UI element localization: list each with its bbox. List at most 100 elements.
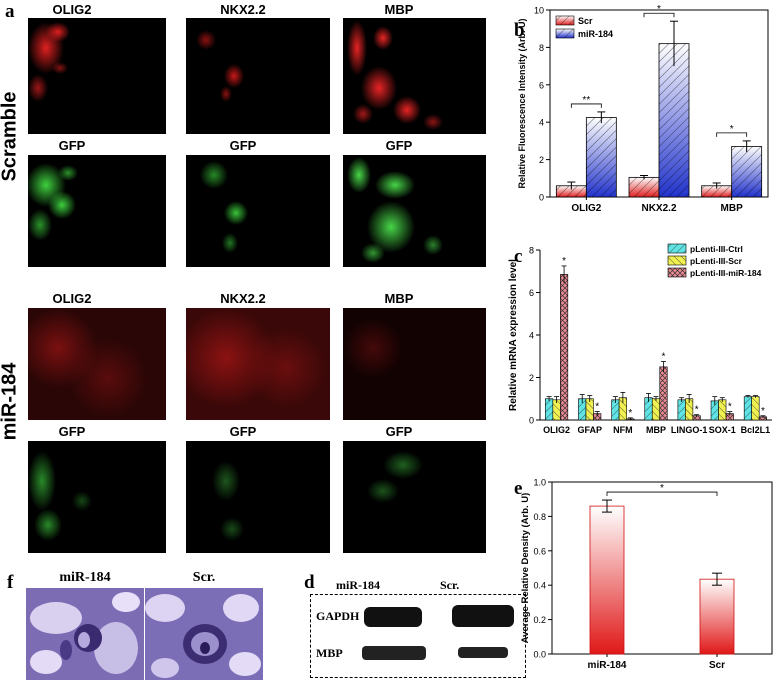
y-tick-label: 2 bbox=[529, 373, 534, 383]
channel-label: NKX2.2 bbox=[220, 291, 266, 306]
channel-label: OLIG2 bbox=[52, 2, 92, 17]
bar-hatch bbox=[629, 177, 659, 197]
significance-bracket bbox=[643, 12, 675, 18]
micrograph-scramble-gfp-3 bbox=[343, 155, 486, 267]
y-tick-label: 0.4 bbox=[533, 581, 546, 591]
row-label-scramble: Scramble bbox=[0, 91, 21, 182]
y-tick-label: 8 bbox=[529, 246, 534, 256]
channel-label: OLIG2 bbox=[52, 291, 92, 306]
bar bbox=[651, 398, 661, 421]
legend-label: pLenti-III-Scr bbox=[690, 256, 743, 266]
blot-band-mbp-scr bbox=[458, 647, 508, 658]
micrograph-mir184-olig2 bbox=[28, 308, 166, 420]
micrograph-scramble-gfp-1 bbox=[28, 155, 166, 267]
bar bbox=[751, 396, 760, 421]
western-blot-box bbox=[310, 594, 526, 678]
significance-label: * bbox=[761, 406, 765, 417]
x-tick-label: LINGO-1 bbox=[671, 425, 708, 435]
micrograph-mir184-gfp-2 bbox=[186, 441, 330, 553]
channel-label: GFP bbox=[58, 424, 86, 439]
western-row-label-mbp: MBP bbox=[316, 646, 343, 660]
micrograph-scramble-nkx22 bbox=[186, 18, 330, 134]
micrograph-scramble-mbp bbox=[343, 18, 486, 134]
micrograph-mir184-gfp-1 bbox=[28, 441, 166, 553]
panel-letter-d: d bbox=[304, 572, 315, 593]
micrograph-mir184-gfp-3 bbox=[343, 441, 486, 553]
bar bbox=[589, 505, 625, 655]
histology-scr bbox=[145, 588, 263, 680]
x-tick-label: Bcl2L1 bbox=[741, 425, 771, 435]
bar bbox=[677, 399, 686, 421]
panel-letter-b: b bbox=[514, 20, 525, 41]
bar-hatch bbox=[586, 117, 617, 197]
bar-hatch bbox=[556, 185, 587, 197]
x-tick-label: MBP bbox=[721, 203, 744, 214]
y-tick-label: 0.6 bbox=[533, 546, 546, 556]
significance-label: * bbox=[595, 402, 599, 413]
micrograph-scramble-gfp-2 bbox=[186, 155, 330, 267]
significance-bracket bbox=[716, 132, 748, 137]
significance-label: * bbox=[728, 402, 732, 413]
legend-label: pLenti-III-Ctrl bbox=[690, 244, 743, 254]
western-row-label-gapdh: GAPDH bbox=[316, 609, 360, 623]
y-tick-label: 10 bbox=[534, 6, 544, 16]
legend-swatch bbox=[667, 243, 687, 254]
y-tick-label: 2 bbox=[539, 155, 544, 165]
legend-label: Scr bbox=[578, 16, 593, 26]
legend-swatch-hatch bbox=[556, 16, 574, 25]
chart-b-fluorescence: 0 2 4 6 8 10 Relative Fluorescence Intensity (… bbox=[517, 4, 769, 214]
bar bbox=[718, 399, 727, 421]
significance-label: * bbox=[695, 405, 699, 416]
histology-mir184 bbox=[26, 588, 144, 680]
blot-band-gapdh-mir184 bbox=[364, 607, 422, 627]
legend-label: pLenti-III-miR-184 bbox=[690, 268, 762, 278]
y-tick-label: 1.0 bbox=[533, 478, 546, 488]
y-tick-label: 4 bbox=[529, 331, 534, 341]
bar bbox=[699, 578, 735, 655]
channel-label: GFP bbox=[385, 424, 413, 439]
micrograph-mir184-mbp bbox=[343, 308, 486, 420]
bar bbox=[545, 398, 554, 421]
y-tick-label: 0.8 bbox=[533, 512, 546, 522]
significance-label: * bbox=[660, 483, 664, 494]
y-axis-label: Average Relative Density (Arb. U) bbox=[520, 493, 531, 644]
channel-label: NKX2.2 bbox=[220, 2, 266, 17]
legend-swatch-hatch bbox=[556, 29, 574, 38]
x-tick-label: SOX-1 bbox=[709, 425, 736, 435]
y-axis-label: Relative mRNA expression level bbox=[508, 259, 519, 411]
x-tick-label: GFAP bbox=[577, 425, 602, 435]
x-tick-label: OLIG2 bbox=[543, 425, 570, 435]
channel-label: GFP bbox=[58, 138, 86, 153]
significance-label: ** bbox=[582, 95, 590, 106]
y-tick-label: 0 bbox=[539, 193, 544, 203]
western-lane-label-2: Scr. bbox=[440, 578, 460, 592]
histology-title-right: Scr. bbox=[192, 570, 216, 585]
significance-label: * bbox=[562, 256, 566, 267]
histology-title-left: miR-184 bbox=[59, 570, 111, 585]
panel-letter-f: f bbox=[7, 572, 14, 593]
significance-label: * bbox=[662, 352, 666, 363]
bar-hatch bbox=[731, 146, 762, 197]
x-tick-label: miR-184 bbox=[588, 660, 627, 671]
x-tick-label: NFM bbox=[613, 425, 633, 435]
panel-letter-a: a bbox=[5, 1, 15, 22]
channel-label: GFP bbox=[229, 138, 257, 153]
x-tick-label: MBP bbox=[646, 425, 666, 435]
blot-band-gapdh-scr bbox=[452, 605, 514, 627]
micrograph-mir184-nkx22 bbox=[186, 308, 330, 420]
bar-hatch bbox=[659, 43, 689, 197]
legend-swatch bbox=[667, 267, 687, 278]
x-tick-label: NKX2.2 bbox=[641, 203, 676, 214]
significance-bracket bbox=[570, 103, 602, 108]
micrograph-scramble-olig2 bbox=[28, 18, 166, 134]
x-tick-label: OLIG2 bbox=[571, 203, 601, 214]
significance-label: * bbox=[657, 4, 661, 15]
chart-c-mrna: 0 2 4 6 8 Relative mRNA expression level OLIG2… bbox=[508, 243, 772, 435]
bar bbox=[659, 366, 668, 421]
western-lane-label-1: miR-184 bbox=[336, 578, 380, 592]
channel-label: GFP bbox=[385, 138, 413, 153]
significance-bracket bbox=[606, 491, 718, 497]
channel-label: MBP bbox=[384, 291, 414, 306]
plot-frame bbox=[551, 481, 773, 655]
